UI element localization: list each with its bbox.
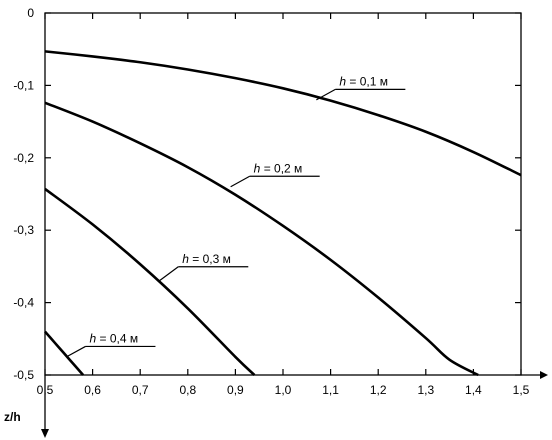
series-line-h-1 — [44, 50, 522, 177]
y-tick-label: -0,4 — [13, 296, 34, 310]
curve-labels: h = 0,1 м h = 0,2 м h = 0,3 м h = 0,4 м — [66, 74, 406, 358]
x-tick-label: 0,9 — [227, 383, 244, 397]
label-leader-line — [158, 266, 179, 282]
y-tick-label: -0,2 — [13, 151, 34, 165]
x-tick-label: 0,5 — [37, 383, 54, 397]
y-tick-label: -0,3 — [13, 223, 34, 237]
y-tick-label: -0,1 — [13, 78, 34, 92]
curves — [44, 50, 522, 377]
y-tick-label: -0,5 — [13, 368, 34, 382]
series-line-h-2 — [44, 101, 479, 377]
x-tick-label: 1,3 — [417, 383, 434, 397]
curve-label-h-3: h = 0,3 м — [182, 252, 231, 266]
x-axis-ticks: 0,5 0,6 0,7 0,8 0,9 1,0 1,1 1,2 1,3 1,4 1,5 — [37, 13, 530, 397]
x-tick-label: 1,4 — [465, 383, 482, 397]
plot-border — [44, 12, 522, 376]
x-axis-title: z/h — [4, 410, 21, 424]
x-tick-label: 1,2 — [370, 383, 387, 397]
series-line-h-4 — [44, 330, 85, 376]
y-axis-ticks: 0 -0,1 -0,2 -0,3 -0,4 -0,5 — [13, 6, 521, 382]
series-line-h-3 — [44, 187, 256, 376]
x-axis-arrow-head — [540, 371, 548, 379]
label-leader-line — [66, 345, 86, 358]
plot-frame — [41, 12, 548, 438]
x-tick-label: 0,8 — [179, 383, 196, 397]
x-tick-label: 0,6 — [84, 383, 101, 397]
x-tick-label: 0,7 — [132, 383, 149, 397]
x-tick-label: 1,0 — [275, 383, 292, 397]
x-axis-title-group: z/h — [4, 410, 21, 424]
label-leader-line — [316, 88, 336, 101]
curve-label-h-1: h = 0,1 м — [339, 74, 388, 88]
curve-label-h-4: h = 0,4 м — [89, 331, 138, 345]
x-tick-label: 1,5 — [513, 383, 530, 397]
x-tick-label: 1,1 — [322, 383, 339, 397]
y-tick-label: 0 — [27, 6, 34, 20]
y-axis-arrow-head — [41, 429, 49, 438]
label-leader-line — [230, 175, 250, 188]
curve-label-h-2: h = 0,2 м — [254, 161, 303, 175]
